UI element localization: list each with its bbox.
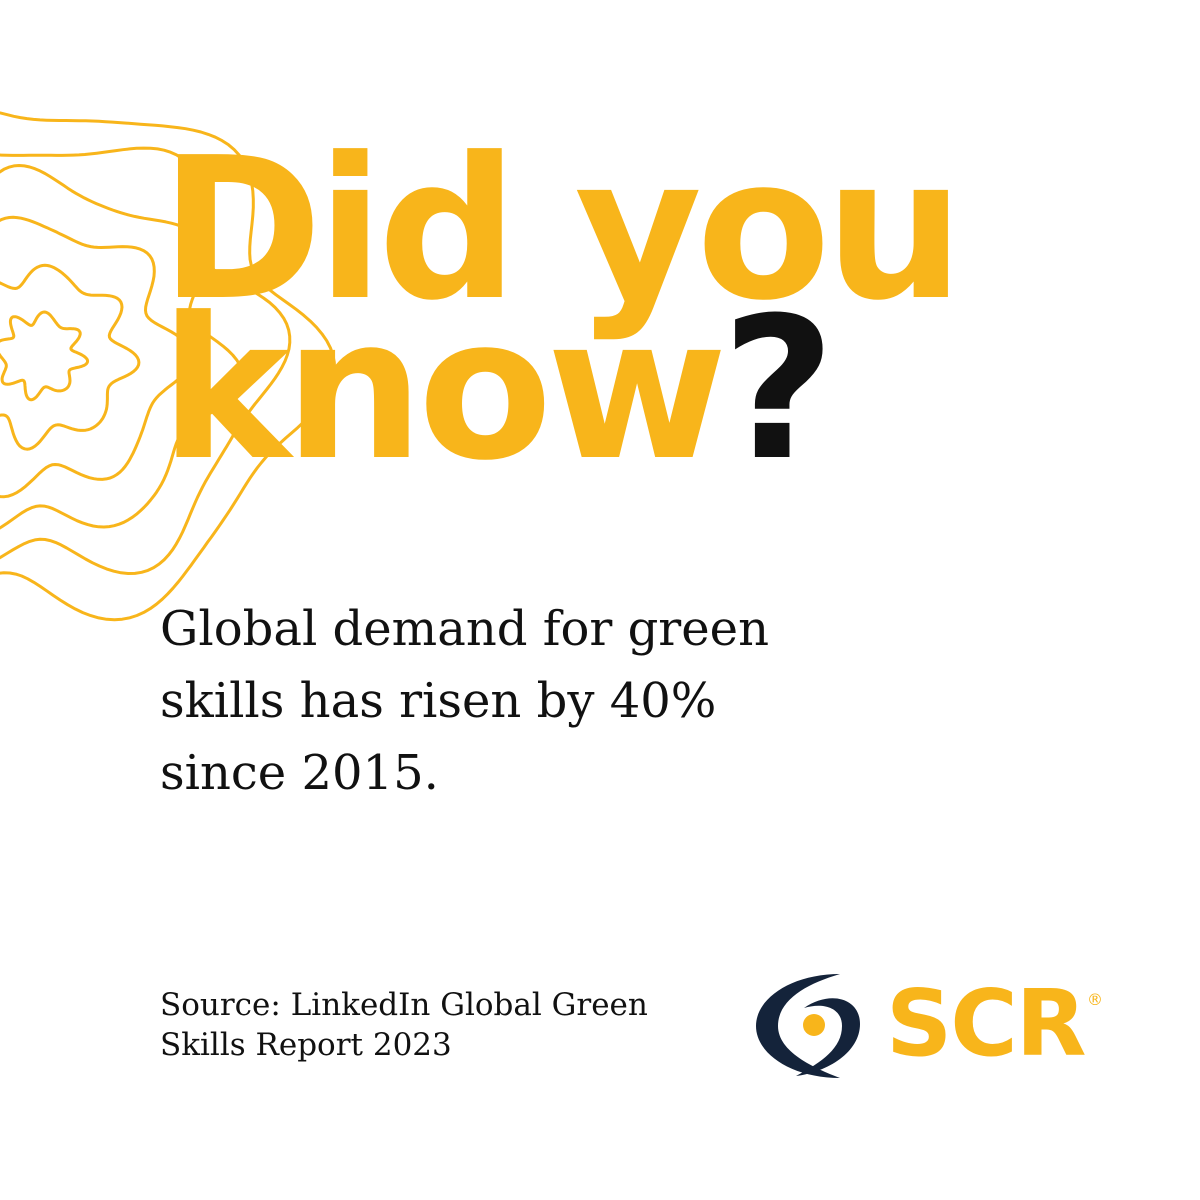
question-mark: ?	[721, 276, 836, 504]
logo-wordmark: SCR	[886, 970, 1087, 1077]
headline-word-know: know	[160, 276, 728, 504]
wave-ring-1	[0, 310, 90, 402]
wave-ring-5	[0, 146, 292, 575]
source-line-1: Source: LinkedIn Global Green	[160, 987, 648, 1023]
source-citation: Source: LinkedIn Global Green Skills Rep…	[160, 985, 720, 1065]
wave-ring-3	[0, 215, 194, 499]
headline-line-2: know?	[160, 292, 958, 488]
wave-ring-4	[0, 164, 245, 530]
registered-mark: ®	[1087, 990, 1103, 1009]
wave-ring-2	[0, 263, 141, 451]
fact-text: Global demand for green skills has risen…	[160, 601, 769, 801]
headline: Did you know?	[160, 116, 964, 488]
eye-swoosh-icon	[756, 974, 860, 1078]
headline-line-1: Did you	[160, 116, 964, 344]
wave-ring-6	[0, 111, 337, 622]
source-line-2: Skills Report 2023	[160, 1027, 452, 1063]
